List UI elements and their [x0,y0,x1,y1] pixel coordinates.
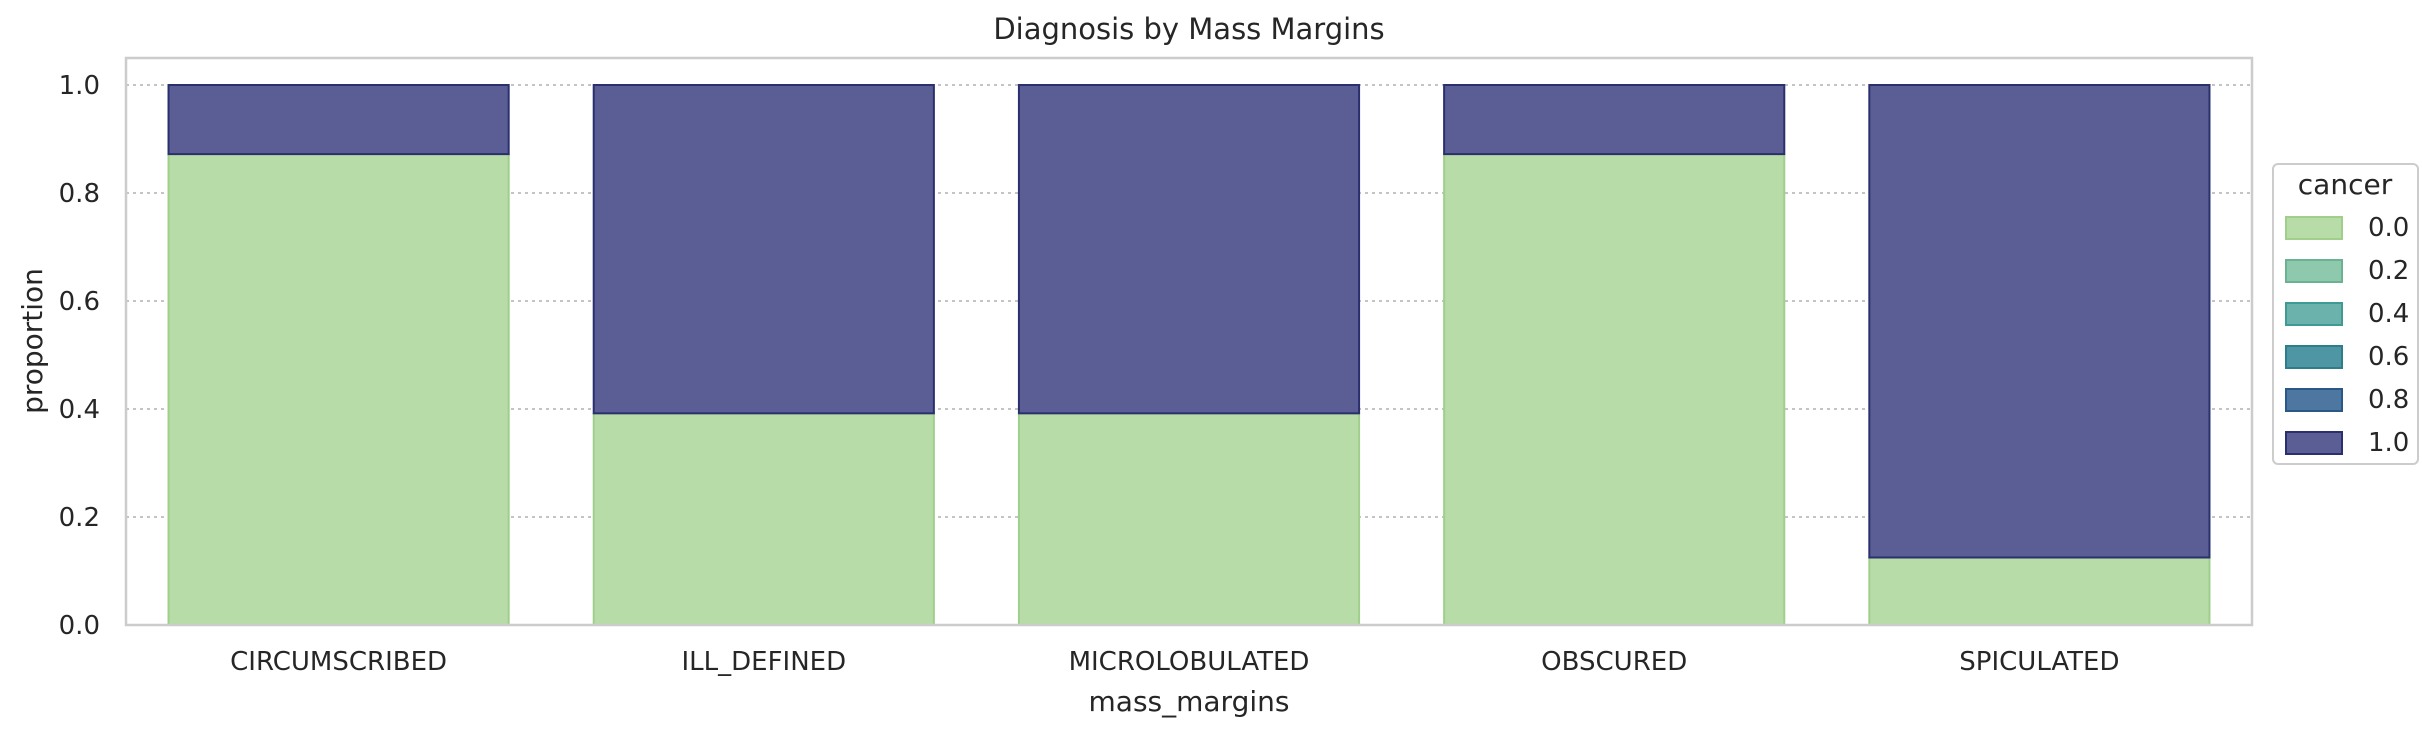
legend-label: 0.4 [2368,299,2409,329]
legend: cancer 0.0 0.2 0.4 0.6 0.8 1.0 [2272,163,2419,465]
legend-swatch [2285,431,2343,455]
legend-title: cancer [2298,168,2393,201]
x-tick-label: CIRCUMSCRIBED [230,647,447,677]
chart-title: Diagnosis by Mass Margins [993,12,1384,46]
legend-label: 0.8 [2368,385,2409,415]
y-tick-label: 0.0 [59,611,100,641]
bar-segment-0_0 [1868,556,2211,626]
legend-label: 0.6 [2368,342,2409,372]
legend-label: 0.0 [2368,213,2409,243]
legend-swatch [2285,216,2343,240]
legend-swatch [2285,302,2343,326]
y-tick-label: 1.0 [59,71,100,101]
bar-segment-0_0 [167,153,510,626]
bar-segment-1_0 [1868,84,2211,559]
bars [167,84,2211,626]
y-tick-label: 0.8 [59,179,100,209]
bar-segment-0_0 [1443,153,1786,626]
legend-swatch [2285,259,2343,283]
legend-swatch [2285,388,2343,412]
y-tick-label: 0.6 [59,287,100,317]
y-tick-label: 0.4 [59,395,100,425]
x-tick-label: OBSCURED [1541,647,1687,677]
x-tick-label: SPICULATED [1959,647,2119,677]
bar-segment-1_0 [1443,84,1786,156]
plot-frame [124,56,2254,627]
y-axis-title: proportion [16,268,49,414]
x-tick-labels: CIRCUMSCRIBED ILL_DEFINED MICROLOBULATED OB… [230,647,2119,677]
legend-items: 0.0 0.2 0.4 0.6 0.8 1.0 [2285,213,2409,458]
x-tick-label: MICROLOBULATED [1069,647,1310,677]
legend-label: 0.2 [2368,256,2409,286]
legend-swatch [2285,345,2343,369]
y-tick-labels: 0.0 0.2 0.4 0.6 0.8 1.0 [59,71,100,641]
bar-segment-1_0 [592,84,935,415]
x-tick-label: ILL_DEFINED [681,647,846,677]
bar-segment-0_0 [592,412,935,626]
y-tick-label: 0.2 [59,503,100,533]
bar-segment-1_0 [1017,84,1361,415]
bar-segment-1_0 [167,84,510,156]
legend-label: 1.0 [2368,428,2409,458]
bar-segment-0_0 [1017,412,1361,626]
x-axis-title: mass_margins [1089,685,1290,718]
